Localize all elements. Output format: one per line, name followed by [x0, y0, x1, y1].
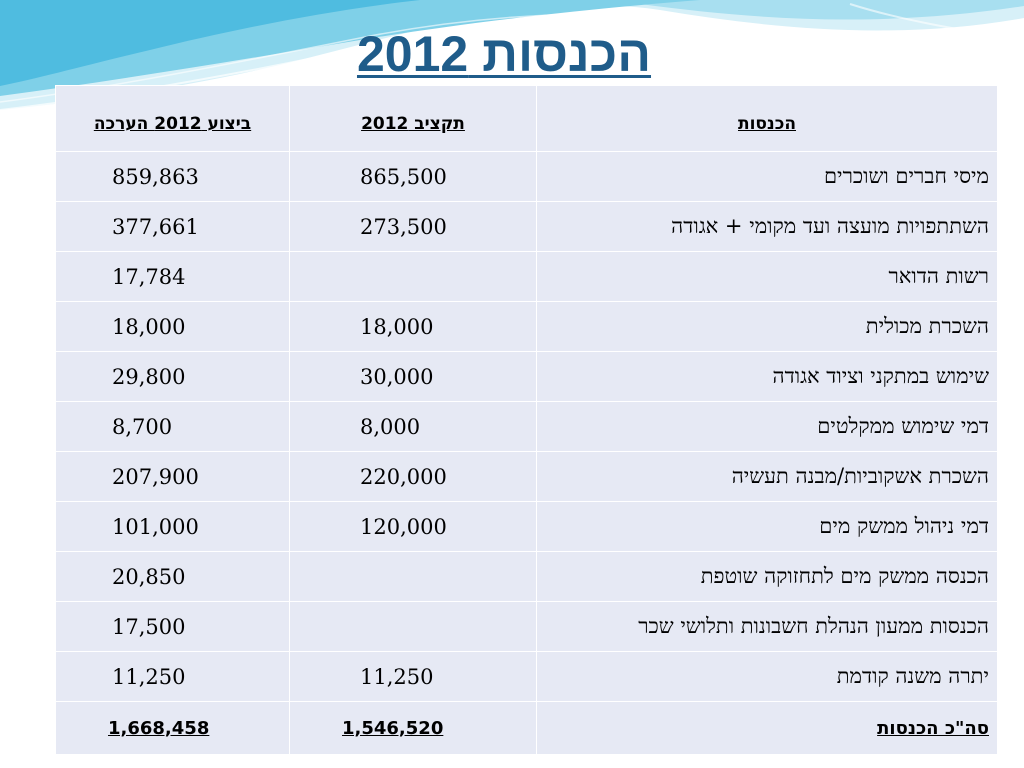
table-row: השתתפויות מועצה ועד מקומי + אגודה 273,500… [55, 201, 998, 252]
table-row: דמי ניהול ממשק מים 120,000 101,000 [55, 501, 998, 552]
table-row: דמי שימוש ממקלטים 8,000 8,700 [55, 401, 998, 452]
row-actual: 101,000 [55, 501, 290, 552]
row-actual: 11,250 [55, 651, 290, 702]
row-budget [289, 601, 537, 652]
row-budget: 220,000 [289, 451, 537, 502]
row-actual: 17,784 [55, 251, 290, 302]
table-row: השכרת מכולית 18,000 18,000 [55, 301, 998, 352]
row-budget: 11,250 [289, 651, 537, 702]
page-title: הכנסות 2012 [356, 26, 652, 82]
row-actual: 18,000 [55, 301, 290, 352]
row-actual: 377,661 [55, 201, 290, 252]
total-actual: 1,668,458 [55, 701, 290, 755]
row-item: השתתפויות מועצה ועד מקומי + אגודה [536, 201, 998, 252]
table-row: יתרה משנה קודמת 11,250 11,250 [55, 651, 998, 702]
row-budget: 30,000 [289, 351, 537, 402]
row-budget [289, 551, 537, 602]
row-actual: 8,700 [55, 401, 290, 452]
row-item: הכנסות ממעון הנהלת חשבונות ותלושי שכר [536, 601, 998, 652]
header-actual: ביצוע 2012 הערכה [55, 85, 290, 152]
row-budget [289, 251, 537, 302]
table-row: שימוש במתקני וציוד אגודה 30,000 29,800 [55, 351, 998, 402]
row-budget: 120,000 [289, 501, 537, 552]
row-item: שימוש במתקני וציוד אגודה [536, 351, 998, 402]
total-item: סה"כ הכנסות [536, 701, 998, 755]
row-actual: 859,863 [55, 151, 290, 202]
row-item: השכרת אשקוביות/מבנה תעשיה [536, 451, 998, 502]
row-actual: 207,900 [55, 451, 290, 502]
row-budget: 8,000 [289, 401, 537, 452]
row-budget: 865,500 [289, 151, 537, 202]
header-budget: תקציב 2012 [289, 85, 537, 152]
row-actual: 29,800 [55, 351, 290, 402]
row-item: רשות הדואר [536, 251, 998, 302]
total-row: סה"כ הכנסות 1,546,520 1,668,458 [55, 701, 998, 755]
row-actual: 20,850 [55, 551, 290, 602]
header-item: הכנסות [536, 85, 998, 152]
row-item: הכנסה ממשק מים לתחזוקה שוטפת [536, 551, 998, 602]
table-header-row: הכנסות תקציב 2012 ביצוע 2012 הערכה [55, 85, 998, 152]
income-table: הכנסות תקציב 2012 ביצוע 2012 הערכה מיסי … [55, 85, 998, 755]
row-budget: 273,500 [289, 201, 537, 252]
row-item: השכרת מכולית [536, 301, 998, 352]
table-row: מיסי חברים ושוכרים 865,500 859,863 [55, 151, 998, 202]
table-row: השכרת אשקוביות/מבנה תעשיה 220,000 207,900 [55, 451, 998, 502]
row-item: דמי ניהול ממשק מים [536, 501, 998, 552]
row-item: מיסי חברים ושוכרים [536, 151, 998, 202]
table-row: הכנסה ממשק מים לתחזוקה שוטפת 20,850 [55, 551, 998, 602]
row-item: דמי שימוש ממקלטים [536, 401, 998, 452]
table-row: הכנסות ממעון הנהלת חשבונות ותלושי שכר 17,… [55, 601, 998, 652]
income-table-body: הכנסות תקציב 2012 ביצוע 2012 הערכה מיסי … [55, 85, 998, 755]
table-row: רשות הדואר 17,784 [55, 251, 998, 302]
row-budget: 18,000 [289, 301, 537, 352]
row-item: יתרה משנה קודמת [536, 651, 998, 702]
row-actual: 17,500 [55, 601, 290, 652]
total-budget: 1,546,520 [289, 701, 537, 755]
